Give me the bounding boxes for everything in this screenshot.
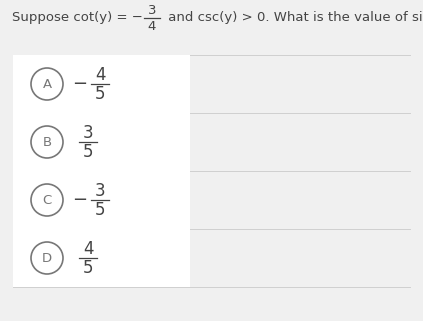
Text: A: A xyxy=(42,77,52,91)
FancyBboxPatch shape xyxy=(13,171,190,229)
Text: −: − xyxy=(72,191,88,209)
Text: 5: 5 xyxy=(95,85,105,103)
Text: 3: 3 xyxy=(95,182,105,200)
Text: D: D xyxy=(42,251,52,265)
Text: B: B xyxy=(42,135,52,149)
Text: 5: 5 xyxy=(95,201,105,219)
Text: Suppose cot(y) = −: Suppose cot(y) = − xyxy=(12,12,143,24)
FancyBboxPatch shape xyxy=(13,229,190,287)
Text: 3: 3 xyxy=(82,124,93,142)
Text: 4: 4 xyxy=(95,66,105,84)
Text: 4: 4 xyxy=(83,240,93,258)
Text: −: − xyxy=(72,75,88,93)
FancyBboxPatch shape xyxy=(13,113,190,171)
Text: 3: 3 xyxy=(148,4,156,16)
FancyBboxPatch shape xyxy=(13,55,190,113)
Text: 5: 5 xyxy=(83,143,93,161)
Text: 4: 4 xyxy=(148,21,156,33)
Text: and csc(y) > 0. What is the value of sin(y)?: and csc(y) > 0. What is the value of sin… xyxy=(164,12,423,24)
Text: C: C xyxy=(42,194,52,206)
Text: 5: 5 xyxy=(83,259,93,277)
